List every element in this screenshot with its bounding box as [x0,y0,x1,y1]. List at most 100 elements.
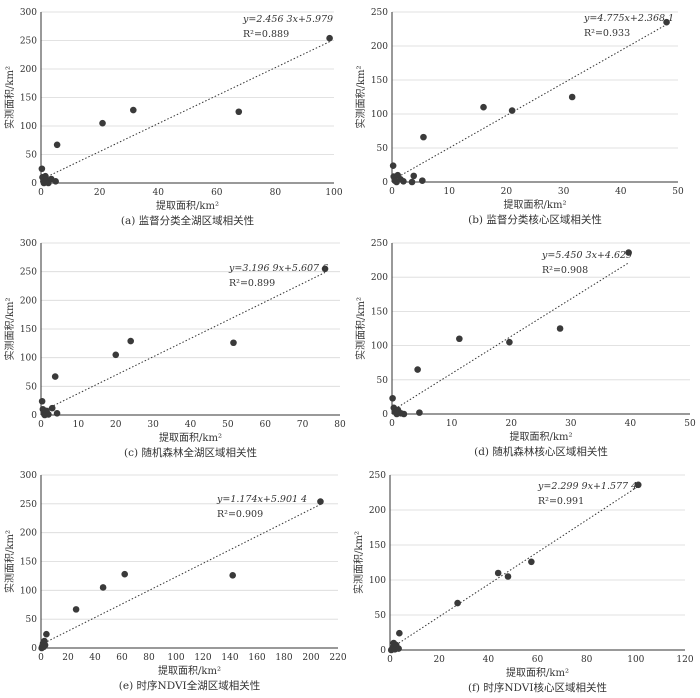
trendline [40,272,326,413]
y-tick-label: 150 [371,307,388,317]
x-tick-label: 80 [581,655,593,665]
y-tick-label: 0 [31,644,37,654]
x-tick-label: 20 [94,188,106,198]
data-point [389,162,397,169]
x-tick-label: 10 [446,419,458,429]
x-tick-label: 140 [221,653,238,663]
panel-caption: (a) 监督分类全湖区域相关性 [121,214,254,227]
r-squared: R²=0.991 [538,496,584,507]
data-point [494,569,502,577]
data-point [48,404,56,412]
data-point [419,177,426,184]
y-tick-label: 250 [20,268,37,278]
y-tick-label: 0 [31,179,37,189]
x-axis-label: 提取面积/km² [158,665,221,677]
x-tick-label: 0 [387,655,393,665]
data-point [43,630,50,638]
data-point [400,178,407,185]
x-tick-label: 50 [684,419,696,429]
y-tick-label: 200 [20,65,37,75]
x-tick-label: 40 [185,420,197,430]
x-tick-label: 40 [89,653,101,663]
panel-caption: (d) 随机森林核心区域相关性 [474,445,608,458]
y-tick-label: 250 [371,8,388,18]
data-point [420,133,427,141]
regression-equation: y=1.174x+5.901 4 [216,494,307,505]
data-point [38,397,46,405]
data-point [326,34,333,42]
r-squared: R²=0.933 [584,28,630,39]
x-tick-label: 40 [615,187,627,197]
x-axis-label: 提取面积/km² [159,432,222,444]
x-tick-label: 80 [334,420,346,430]
x-tick-label: 0 [389,187,395,197]
data-point [99,584,107,591]
x-tick-label: 80 [270,188,282,198]
data-point [663,18,670,26]
trendline [391,24,667,181]
panel-c: 0 50 100 150 200 250 300 0 10 20 30 40 50 60 70 80 提取面积/… [3,239,346,459]
trendline [389,485,639,650]
x-tick-label: 100 [167,653,184,663]
panel-b: 0 50 100 150 200 250 0 10 20 30 40 50 提取面积/km² 实测面积/k… [354,8,684,226]
panel-a: 0 50 100 150 200 250 300 0 20 40 60 80 100 提取面积/km² 实测… [3,8,343,227]
panel-f: 0 50 100 150 200 250 0 20 40 60 80 100 120 提取面积/km² 实测… [352,471,694,694]
data-point [235,108,243,116]
y-tick-label: 50 [375,611,387,621]
x-tick-label: 20 [433,655,445,665]
data-point [454,599,461,607]
x-tick-label: 0 [389,419,395,429]
y-axis-label: 实测面积/km² [3,298,16,361]
y-tick-label: 50 [26,382,38,392]
x-tick-label: 30 [565,419,577,429]
x-axis-label: 提取面积/km² [506,667,569,679]
x-tick-label: 60 [532,655,544,665]
y-tick-label: 0 [31,411,37,421]
r-squared: R²=0.908 [542,265,588,276]
regression-equation: y=4.775x+2.368 1 [583,13,674,24]
y-tick-label: 150 [369,541,386,551]
x-axis-label: 提取面积/km² [504,199,567,211]
data-point [634,481,642,489]
y-tick-label: 100 [20,586,37,596]
x-tick-label: 20 [505,419,517,429]
data-point [395,645,402,652]
x-tick-label: 40 [483,655,495,665]
data-point [52,177,59,185]
x-tick-label: 220 [329,653,346,663]
r-squared: R²=0.899 [229,278,275,289]
x-tick-label: 100 [627,655,644,665]
y-axis-label: 实测面积/km² [3,66,16,129]
y-tick-label: 200 [20,296,37,306]
data-point [625,249,632,256]
panel-d: 0 50 100 150 200 250 0 10 20 30 40 50 提取面积/km² 实测面积/k… [354,239,696,458]
data-point [480,103,487,111]
data-point [230,339,237,347]
trendline [391,262,629,412]
x-tick-label: 180 [275,653,292,663]
y-tick-label: 0 [382,178,388,188]
x-tick-label: 160 [248,653,265,663]
y-tick-label: 250 [20,500,37,510]
y-tick-label: 100 [20,122,37,132]
x-tick-label: 70 [297,420,309,430]
y-tick-label: 150 [20,94,37,104]
data-point [408,178,416,186]
x-tick-label: 40 [625,419,637,429]
y-tick-label: 250 [20,37,37,47]
x-tick-label: 120 [676,655,693,665]
y-axis-label: 实测面积/km² [354,297,367,360]
data-point [556,325,564,332]
x-tick-label: 30 [558,187,570,197]
data-point [396,629,403,637]
y-tick-label: 200 [20,529,37,539]
data-point [317,498,324,505]
data-point [321,265,329,273]
x-tick-label: 50 [222,420,234,430]
data-point [45,411,52,418]
y-tick-label: 50 [377,144,389,154]
y-tick-label: 0 [382,410,388,420]
x-tick-label: 60 [211,188,223,198]
data-point [129,106,137,114]
data-point [528,558,535,566]
